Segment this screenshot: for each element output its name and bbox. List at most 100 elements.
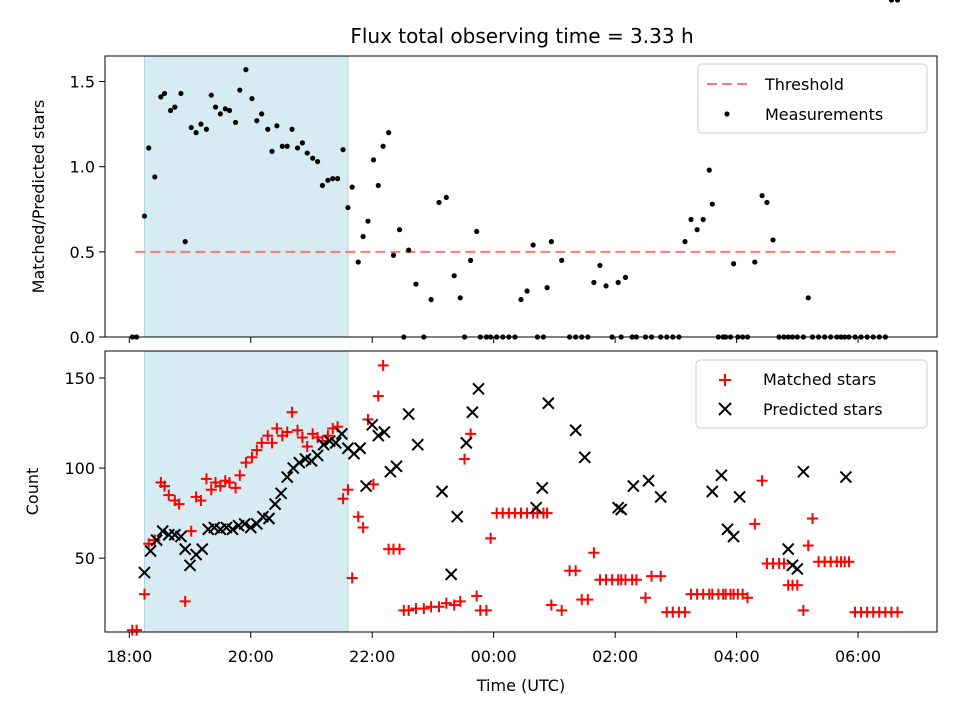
measurement-point (217, 111, 223, 117)
predicted-point (178, 542, 192, 556)
matched-point (337, 493, 349, 505)
matched-point (639, 592, 651, 604)
measurement-point (141, 213, 148, 219)
measurement-point (237, 87, 243, 93)
matched-point (440, 597, 452, 609)
matched-point (205, 484, 217, 496)
matched-point (346, 572, 358, 584)
measurement-point (243, 67, 249, 73)
matched-point (200, 473, 212, 485)
y-tick-label: 100 (64, 459, 95, 478)
predicted-point (435, 485, 449, 498)
measurement-point (249, 95, 255, 102)
measurement-point (682, 239, 688, 245)
bottom-y-ticks: 50 100 150 (64, 369, 105, 568)
measurement-point (764, 199, 770, 206)
matched-point (296, 431, 308, 443)
matched-point (679, 606, 691, 618)
matched-point (471, 590, 483, 602)
matched-point (797, 604, 809, 616)
predicted-point (578, 451, 591, 464)
predicted-point (727, 530, 740, 543)
predicted-point (274, 487, 288, 500)
measurement-point (188, 124, 194, 131)
measurement-point (232, 119, 239, 126)
matched-stars-series (126, 359, 904, 636)
matched-point (367, 478, 379, 490)
measurement-point (259, 111, 265, 117)
predicted-legend-swatch (718, 402, 732, 416)
measurement-point (406, 247, 412, 253)
measurement-point (208, 92, 214, 98)
y-tick-label: 50 (75, 549, 95, 568)
matched-point (159, 480, 171, 492)
predicted-point (138, 566, 151, 579)
matched-point (292, 424, 304, 436)
predicted-point (372, 429, 385, 442)
x-tick-label: 02:00 (592, 647, 638, 666)
measurement-point (428, 296, 434, 303)
predicted-point (715, 469, 728, 482)
matched-point (256, 437, 268, 449)
measurement-point (380, 143, 386, 149)
measurement-point (524, 288, 530, 294)
predicted-point (536, 481, 549, 495)
measurement-point (349, 184, 355, 190)
predicted-point (411, 438, 424, 451)
measurement-point (355, 259, 361, 265)
matched-point (163, 489, 175, 501)
measurement-point (193, 130, 199, 136)
matched-point (342, 484, 354, 496)
measurement-point (198, 121, 204, 127)
predicted-point (706, 485, 719, 498)
matched-point (185, 525, 197, 537)
x-tick-label: 22:00 (349, 647, 395, 666)
measurement-point (334, 176, 341, 182)
measurement-point (345, 204, 351, 211)
x-tick-label: 18:00 (106, 647, 152, 666)
bottom-panel: 50 100 150 18:00 20:00 22:00 00:00 02:00 04:00 0… (23, 350, 938, 695)
measurement-point (279, 143, 285, 149)
top-legend: Threshold Measurements (697, 63, 928, 134)
predicted-point (444, 568, 458, 581)
predicted-point (150, 533, 163, 547)
x-tick-label: 00:00 (471, 647, 517, 666)
predicted-point (317, 438, 330, 451)
matched-point (138, 588, 150, 600)
y-tick-label: 1.5 (70, 73, 95, 92)
matched-point (454, 595, 466, 607)
predicted-point (782, 542, 795, 556)
predicted-point (472, 382, 485, 396)
measurement-point (474, 228, 480, 235)
measurement-point (226, 107, 233, 114)
measurement-point (212, 104, 219, 110)
matched-point (541, 507, 553, 519)
measurement-point (365, 218, 371, 224)
measurement-point (457, 295, 463, 301)
matched-point (179, 595, 191, 607)
predicted-point (614, 503, 628, 516)
top-x-ticks (128, 337, 859, 343)
matched-point (843, 556, 855, 568)
matched-point (778, 558, 790, 570)
x-tick-label: 20:00 (228, 647, 274, 666)
matched-point (545, 599, 557, 611)
predicted-point (390, 460, 403, 473)
predicted-point (378, 425, 391, 439)
x-axis-label: Time (UTC) (476, 676, 565, 695)
predicted-point (529, 501, 543, 514)
measurement-point (700, 216, 706, 223)
matched-point (791, 579, 803, 591)
matched-point (195, 495, 207, 507)
measurement-point (274, 123, 280, 129)
bottom-y-axis-label: Count (23, 468, 42, 516)
matched-point (403, 604, 415, 616)
measurement-point (265, 126, 271, 132)
predicted-point (839, 470, 853, 484)
matched-point (271, 422, 283, 434)
predicted-point (451, 510, 464, 523)
measurement-point (603, 283, 609, 289)
measurement-point (688, 216, 694, 223)
matched-point (234, 469, 246, 481)
matched-point (372, 390, 384, 402)
